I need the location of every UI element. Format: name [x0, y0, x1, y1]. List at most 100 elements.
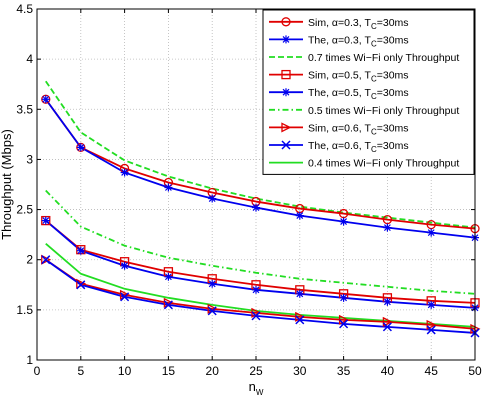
data-point-circle	[426, 219, 436, 230]
legend-entry-label: The, α=0.5, TC=30ms	[308, 87, 409, 101]
legend-entry-sub: C	[371, 22, 377, 31]
legend-entry-label: Sim, α=0.6, TC=30ms	[308, 122, 409, 136]
x-axis-label: nW	[249, 379, 264, 397]
x-axis-label-sub: W	[256, 388, 264, 397]
data-point-star	[120, 168, 129, 177]
data-point-triangle	[41, 254, 52, 265]
legend-entry-suffix: =30ms	[377, 87, 409, 99]
legend-entry-main: 0.5 times Wi−Fi only Throughput	[308, 105, 459, 117]
x-tick-label: 50	[468, 364, 482, 378]
data-point-circle	[338, 208, 349, 219]
data-point-star	[76, 246, 85, 255]
data-point-x	[426, 325, 436, 335]
data-point-star	[208, 279, 217, 288]
y-axis-label: Throughput (Mbps)	[0, 129, 14, 240]
series-line-3	[45, 219, 476, 304]
data-point-x	[120, 292, 130, 302]
data-point-star	[41, 216, 50, 225]
data-point-star	[164, 272, 173, 281]
data-point-star	[208, 194, 217, 203]
legend-entry-main: Sim, α=0.6, T	[308, 122, 372, 134]
legend-entry-suffix: =30ms	[377, 122, 409, 134]
y-tick-label: 3.5	[16, 102, 33, 116]
data-point-x	[76, 280, 86, 290]
x-tick-label: 0	[34, 364, 41, 378]
data-point-square	[281, 69, 291, 80]
legend-entry-label: 0.4 times Wi−Fi only Throughput	[308, 158, 459, 170]
series-markers	[41, 94, 481, 338]
x-tick-label: 10	[118, 364, 132, 378]
y-tick-label: 1	[26, 353, 33, 367]
legend-entry-sub: C	[371, 127, 377, 136]
data-point-star	[383, 297, 392, 306]
data-point-star	[252, 285, 260, 294]
x-tick-label: 15	[162, 364, 176, 378]
legend-entry-label: The, α=0.6, TC=30ms	[308, 140, 409, 154]
data-point-star	[120, 261, 129, 270]
x-tick-label: 20	[206, 364, 220, 378]
legend-entry-label: 0.7 times Wi−Fi only Throughput	[308, 52, 459, 64]
data-point-star	[41, 95, 50, 104]
legend-entry-main: The, α=0.6, T	[308, 140, 372, 152]
y-tick-label: 2	[26, 253, 33, 267]
y-tick-label: 4	[26, 52, 33, 66]
legend-entry-sub: C	[371, 39, 377, 48]
data-point-x	[281, 140, 291, 150]
legend-entry-label: 0.5 times Wi−Fi only Throughput	[308, 105, 459, 117]
data-point-circle	[281, 17, 291, 27]
data-point-star	[427, 300, 436, 309]
legend-entry-label: The, α=0.3, TC=30ms	[308, 34, 409, 48]
data-point-star	[339, 293, 348, 302]
x-tick-label: 5	[77, 364, 84, 378]
data-point-star	[427, 228, 436, 237]
data-point-star	[295, 211, 304, 220]
data-point-star	[339, 217, 348, 226]
legend-entry-suffix: =30ms	[377, 17, 409, 29]
data-point-x	[382, 322, 392, 332]
data-point-x	[295, 315, 305, 325]
series-line-5	[45, 189, 476, 295]
legend-entry-main: The, α=0.3, T	[308, 34, 372, 46]
series-line-0	[45, 98, 476, 230]
data-point-star	[164, 183, 173, 192]
legend-entry-suffix: =30ms	[377, 140, 409, 152]
legend-entry-label: Sim, α=0.3, TC=30ms	[308, 17, 409, 31]
data-point-x	[251, 311, 261, 321]
legend-entry-sub: C	[371, 75, 377, 84]
data-point-triangle	[382, 316, 393, 327]
legend-entry-main: The, α=0.5, T	[308, 87, 372, 99]
data-point-triangle	[338, 314, 350, 325]
legend-entry-label: Sim, α=0.5, TC=30ms	[308, 70, 409, 84]
legend-entry-main: 0.4 times Wi−Fi only Throughput	[308, 158, 459, 170]
data-point-triangle	[426, 319, 437, 330]
x-tick-label: 25	[249, 364, 263, 378]
data-point-x	[41, 255, 51, 265]
series-line-2	[45, 80, 476, 229]
x-tick-label: 30	[293, 364, 307, 378]
data-point-star	[383, 223, 392, 232]
legend-entry-main: Sim, α=0.3, T	[308, 17, 372, 29]
x-tick-label: 45	[425, 364, 439, 378]
data-point-star	[76, 143, 85, 152]
legend-entry-main: 0.7 times Wi−Fi only Throughput	[308, 52, 459, 64]
data-point-star	[282, 88, 290, 97]
legend-entry-sub: C	[371, 145, 377, 154]
data-point-circle	[382, 214, 393, 225]
y-tick-label: 1.5	[16, 303, 33, 317]
data-point-triangle	[281, 122, 292, 133]
x-tick-label: 40	[381, 364, 395, 378]
legend-entry-main: Sim, α=0.5, T	[308, 70, 372, 82]
legend-entry-sub: C	[371, 92, 377, 101]
data-point-star	[252, 203, 260, 212]
data-point-x	[207, 306, 217, 316]
data-point-star	[295, 289, 304, 298]
data-point-star	[282, 35, 290, 44]
series-line-6	[45, 258, 476, 330]
x-axis-label-main: n	[249, 379, 256, 394]
data-point-x	[339, 319, 349, 329]
y-tick-label: 4.5	[16, 2, 33, 16]
y-tick-label: 2.5	[16, 203, 33, 217]
tick-labels: 0 5 10 15 20 25 30 35 40 45 50 1 1.5 2 2.5 3 3.5 4 4.5	[16, 2, 482, 378]
